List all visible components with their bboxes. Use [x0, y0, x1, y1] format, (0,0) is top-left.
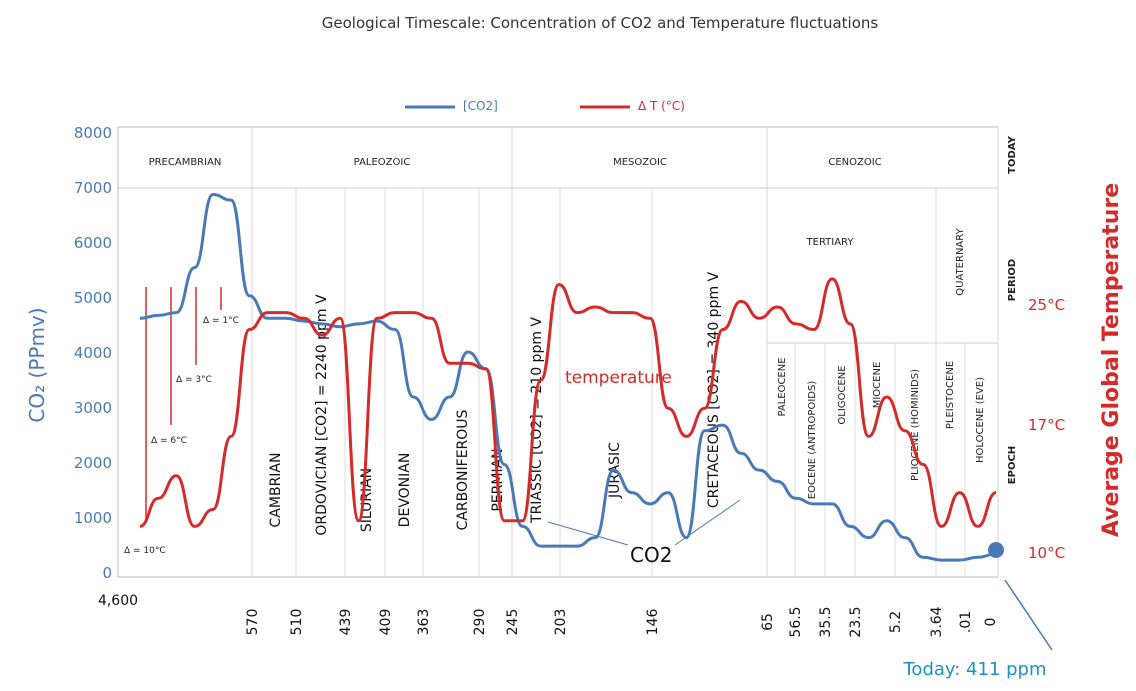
era-dividers	[251, 127, 999, 577]
y-left-ticks: 8000 7000 6000 5000 4000 3000 2000 1000 …	[74, 124, 112, 582]
quaternary-label: QUATERNARY	[955, 227, 966, 295]
y-left-tick: 3000	[74, 399, 112, 417]
delta-label-10: Δ = 10°C	[124, 546, 166, 556]
co2-pointer	[547, 521, 629, 546]
x-tick: 409	[378, 609, 394, 636]
x-tick: 290	[472, 609, 488, 636]
x-tick: .01	[958, 611, 974, 633]
x-tick: 363	[416, 609, 432, 636]
header-epoch: EPOCH	[1007, 446, 1018, 484]
delta-label-3: Δ = 3°C	[176, 375, 212, 385]
co2-pointer	[674, 499, 741, 546]
temperature-series-line	[139, 277, 997, 528]
x-tick: 510	[289, 609, 305, 636]
x-tick: 35.5	[818, 606, 834, 637]
y-left-tick: 4000	[74, 344, 112, 362]
era-label-precambrian: PRECAMBRIAN	[149, 157, 222, 168]
epoch-label-pliocene: PLIOCENE (HOMINIDS)	[910, 369, 921, 481]
chart-lines	[139, 193, 997, 562]
period-label-ordovician: ORDOVICIAN [CO2] = 2240 ppm V	[314, 294, 330, 536]
x-tick: 245	[505, 609, 521, 636]
y-left-tick: 1000	[74, 509, 112, 527]
today-pointer	[1004, 579, 1053, 651]
y-left-tick: 5000	[74, 289, 112, 307]
period-label-cambrian: CAMBRIAN	[268, 453, 284, 528]
x-tick: 23.5	[848, 606, 864, 637]
x-tick: 203	[553, 609, 569, 636]
chart-legend: [CO2] Δ T (°C)	[405, 99, 685, 113]
delta-arrows	[145, 287, 222, 523]
period-label-triassic: TRIASSIC [CO2] = 210 ppm V	[529, 317, 545, 524]
header-period: PERIOD	[1007, 259, 1018, 301]
x-tick: 3.64	[929, 606, 945, 637]
period-dividers	[295, 188, 937, 577]
y-left-tick: 6000	[74, 234, 112, 252]
y-right-tick-25: 25°C	[1028, 296, 1065, 314]
epoch-label-paleocene: PALEOCENE	[777, 357, 788, 416]
y-right-tick-10: 10°C	[1028, 544, 1065, 562]
legend-co2-label: [CO2]	[463, 99, 498, 113]
header-today: TODAY	[1007, 135, 1018, 173]
era-label-cenozoic: CENOZOIC	[828, 157, 881, 168]
y-right-tick-17: 17°C	[1028, 416, 1065, 434]
y-left-tick: 8000	[74, 124, 112, 142]
era-label-paleozoic: PALEOZOIC	[354, 157, 411, 168]
epoch-label-pleistocene: PLEISTOCENE	[945, 361, 956, 429]
x-tick: 0	[983, 618, 999, 627]
legend-temp-label: Δ T (°C)	[638, 99, 685, 113]
period-label-carboniferous: CARBONIFEROUS	[455, 409, 471, 530]
plot-frame	[117, 126, 999, 578]
x-tick: 56.5	[788, 606, 804, 637]
today-annotation: Today: 411 ppm	[903, 659, 1047, 680]
y-left-tick: 0	[102, 564, 112, 582]
delta-label-6: Δ = 6°C	[151, 436, 187, 446]
x-tick: 65	[760, 613, 776, 631]
x-tick: 5.2	[888, 611, 904, 633]
temperature-annotation: temperature	[565, 368, 672, 388]
x-tick-labels: 4,600 570 510 439 409 363 290 245 203 14…	[98, 593, 999, 638]
y-right-axis-label: Average Global Temperature	[1099, 183, 1124, 537]
period-label-devonian: DEVONIAN	[397, 453, 413, 528]
today-marker	[988, 542, 1004, 558]
epoch-dividers	[794, 343, 966, 577]
y-left-tick: 2000	[74, 454, 112, 472]
y-left-axis-label: CO₂ (PPmv)	[25, 307, 49, 422]
epoch-label-eocene: EOCENE (ANTROPOIDS)	[807, 381, 818, 500]
x-tick: 4,600	[98, 593, 138, 609]
x-tick: 146	[645, 609, 661, 636]
tertiary-label: TERTIARY	[806, 237, 855, 248]
chart-title: Geological Timescale: Concentration of C…	[322, 14, 879, 32]
co2-annotation: CO2	[630, 543, 672, 567]
y-left-tick: 7000	[74, 179, 112, 197]
period-label-cretaceous: CRETACEOUS [CO2] = 340 ppm V	[706, 271, 722, 508]
x-tick: 570	[245, 609, 261, 636]
epoch-label-oligocene: OLIGOCENE	[837, 365, 848, 424]
era-label-mesozoic: MESOZOIC	[613, 157, 667, 168]
period-label-silurian: SILURIAN	[359, 468, 375, 532]
delta-label-1: Δ = 1°C	[203, 316, 239, 326]
epoch-label-miocene: MIOCENE	[872, 362, 883, 409]
epoch-label-holocene: HOLOCENE (EVE)	[975, 377, 986, 463]
co2-series-line	[139, 193, 997, 562]
x-tick: 439	[338, 609, 354, 636]
